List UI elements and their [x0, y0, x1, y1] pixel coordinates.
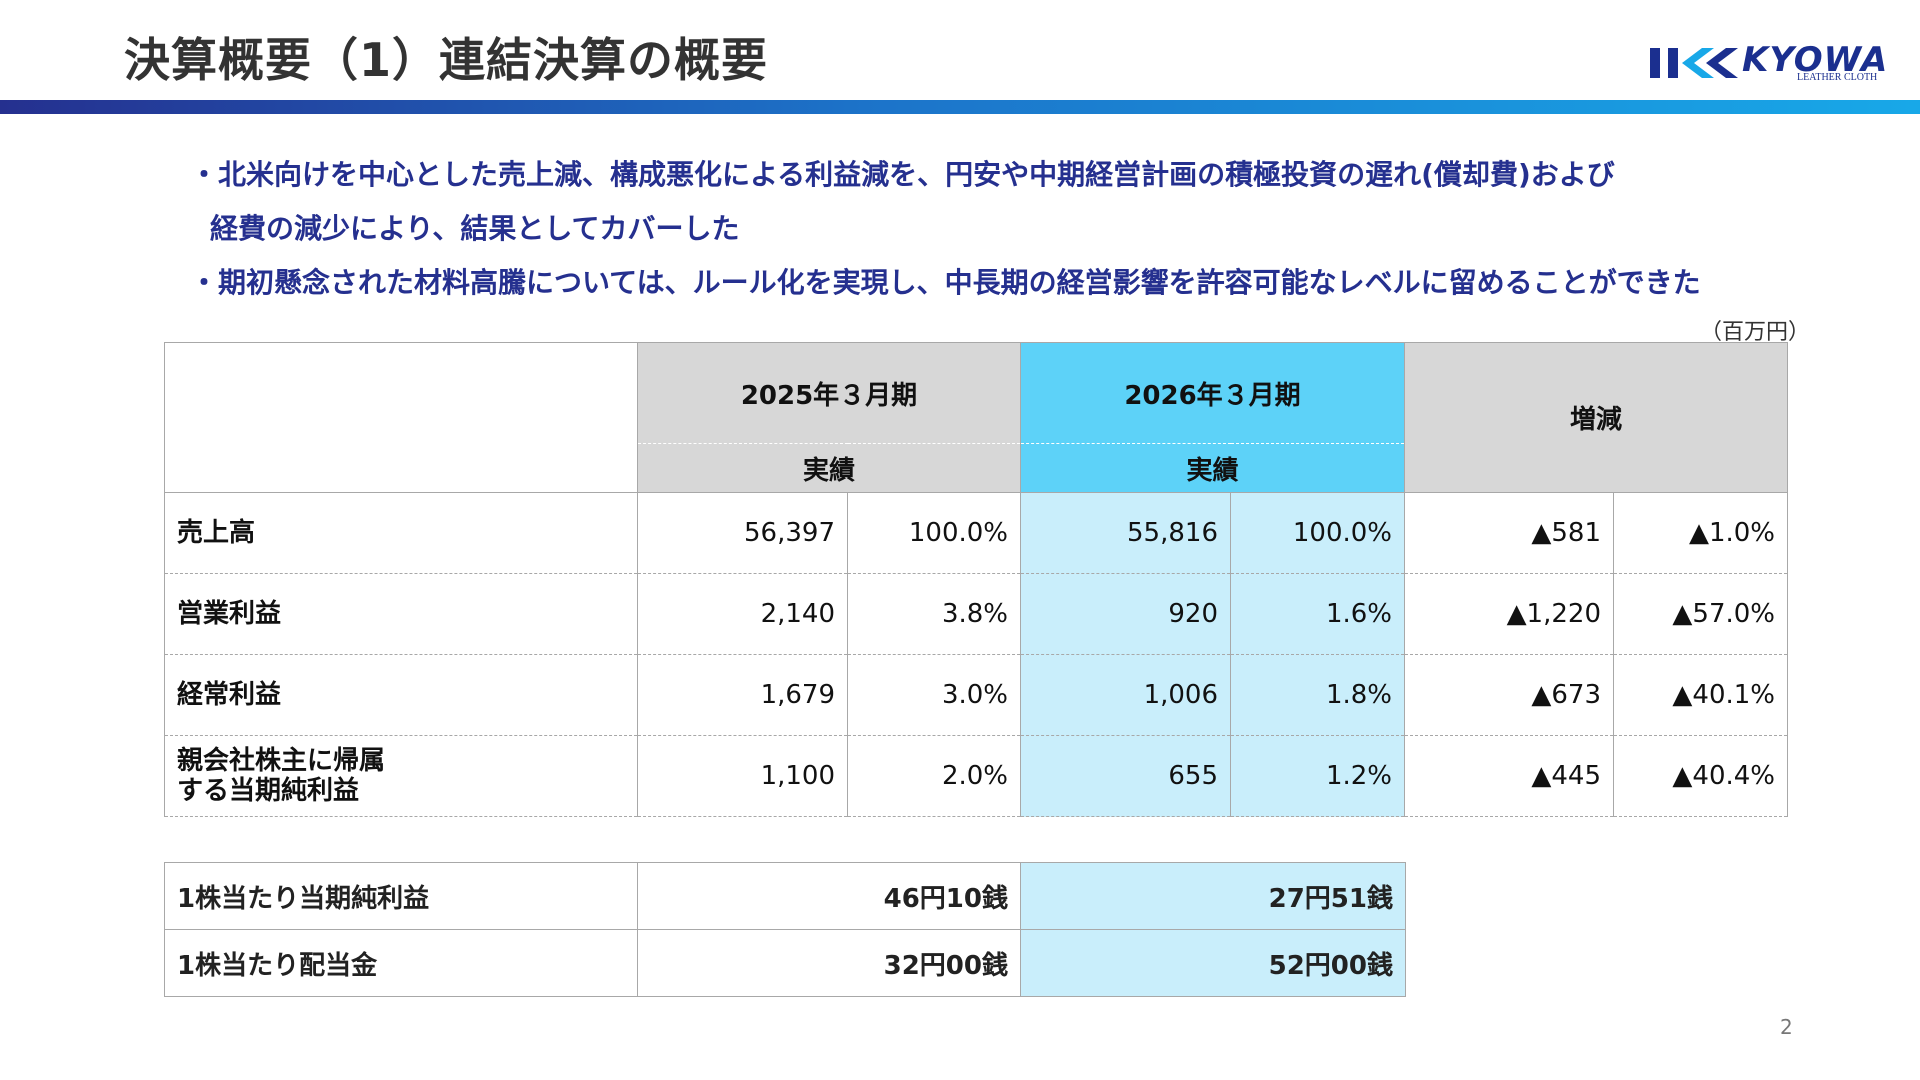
bullet-2: ・期初懸念された材料高騰については、ルール化を実現し、中長期の経営影響を許容可能… [190, 266, 1701, 299]
bullet-1-cont: 経費の減少により、結果としてカバーした [210, 212, 740, 245]
fy2025-ratio: 3.0% [847, 654, 1021, 736]
header-fy2025-actual: 実績 [637, 443, 1021, 493]
row-label: 売上高 [164, 492, 638, 574]
per-share-fy2026: 27円51銭 [1020, 862, 1406, 930]
fy2025-ratio: 100.0% [847, 492, 1021, 574]
change-ratio: ▲40.4% [1612, 735, 1789, 817]
fy2025-value: 2,140 [637, 573, 848, 655]
header-blank [164, 342, 638, 493]
header-fy2026-actual: 実績 [1020, 443, 1405, 493]
summary-bullets: ・北米向けを中心とした売上減、構成悪化による利益減を、円安や中期経営計画の積極投… [190, 148, 1750, 310]
company-logo: KYOWA LEATHER CLOTH [1650, 40, 1887, 84]
per-share-fy2025: 46円10銭 [637, 862, 1021, 930]
table-row: 営業利益 2,140 3.8% 920 1.6% ▲1,220 ▲57.0% [164, 573, 1789, 655]
per-share-label: 1株当たり当期純利益 [164, 862, 638, 930]
header-change: 増減 [1403, 342, 1789, 493]
per-share-fy2026: 52円00銭 [1020, 929, 1406, 997]
logo-subtext: LEATHER CLOTH [1797, 72, 1878, 83]
logo-text: KYOWA [1742, 40, 1889, 80]
fy2025-ratio: 3.8% [847, 573, 1021, 655]
change-value: ▲581 [1404, 492, 1614, 574]
header-fy2026: 2026年３月期 [1020, 342, 1405, 444]
unit-label: （百万円） [1700, 320, 1811, 345]
change-value: ▲1,220 [1404, 573, 1614, 655]
table-row: 1株当たり当期純利益 46円10銭 27円51銭 [164, 862, 1406, 930]
bullet-1: ・北米向けを中心とした売上減、構成悪化による利益減を、円安や中期経営計画の積極投… [190, 158, 1615, 191]
table-row: 親会社株主に帰属 する当期純利益 1,100 2.0% 655 1.2% ▲44… [164, 735, 1789, 817]
per-share-table: 1株当たり当期純利益 46円10銭 27円51銭 1株当たり配当金 32円00銭… [164, 862, 1406, 997]
table-row: 売上高 56,397 100.0% 55,816 100.0% ▲581 ▲1.… [164, 492, 1789, 574]
per-share-fy2025: 32円00銭 [637, 929, 1021, 997]
fy2026-ratio: 1.6% [1230, 573, 1405, 655]
change-value: ▲445 [1404, 735, 1614, 817]
fy2026-value: 55,816 [1020, 492, 1231, 574]
row-label: 親会社株主に帰属 する当期純利益 [164, 735, 638, 817]
fy2025-value: 1,100 [637, 735, 848, 817]
fy2026-value: 920 [1020, 573, 1231, 655]
row-label-line2: する当期純利益 [177, 776, 360, 806]
page-title: 決算概要（1）連結決算の概要 [124, 33, 769, 87]
logo-chevron-icon [1650, 48, 1738, 78]
fy2025-ratio: 2.0% [847, 735, 1021, 817]
change-ratio: ▲57.0% [1612, 573, 1789, 655]
fy2026-ratio: 100.0% [1230, 492, 1405, 574]
header-fy2025: 2025年３月期 [637, 342, 1021, 444]
per-share-label: 1株当たり配当金 [164, 929, 638, 997]
fy2025-value: 1,679 [637, 654, 848, 736]
fy2026-ratio: 1.8% [1230, 654, 1405, 736]
fy2025-value: 56,397 [637, 492, 848, 574]
header-accent-bar [0, 100, 1920, 114]
consolidated-results-table: 2025年３月期 2026年３月期 増減 実績 実績 売上高 56,397 10… [164, 342, 1789, 817]
fy2026-value: 1,006 [1020, 654, 1231, 736]
table-row: 1株当たり配当金 32円00銭 52円00銭 [164, 929, 1406, 997]
change-ratio: ▲1.0% [1612, 492, 1789, 574]
row-label: 営業利益 [164, 573, 638, 655]
fy2026-ratio: 1.2% [1230, 735, 1405, 817]
table-row: 経常利益 1,679 3.0% 1,006 1.8% ▲673 ▲40.1% [164, 654, 1789, 736]
fy2026-value: 655 [1020, 735, 1231, 817]
row-label: 経常利益 [164, 654, 638, 736]
row-label-line1: 親会社株主に帰属 [177, 746, 386, 776]
page-number: 2 [1780, 1015, 1793, 1039]
change-ratio: ▲40.1% [1612, 654, 1789, 736]
change-value: ▲673 [1404, 654, 1614, 736]
